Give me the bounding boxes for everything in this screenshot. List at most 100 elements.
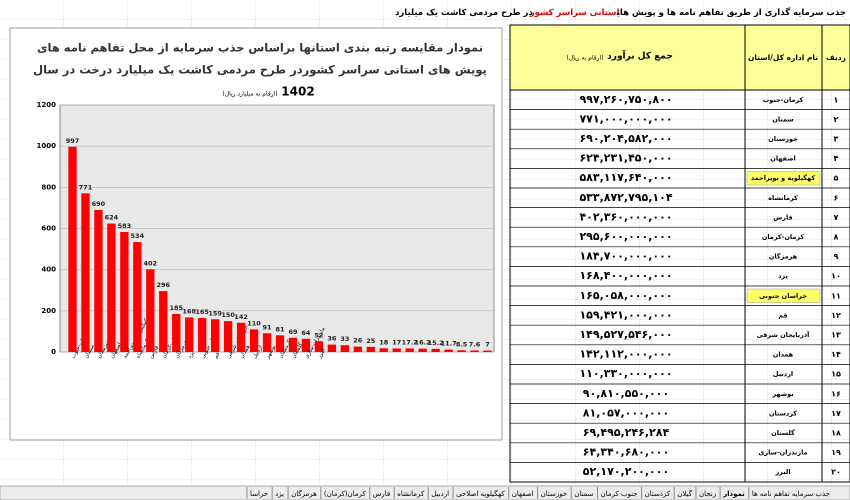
- data-label: 7.6: [469, 340, 481, 348]
- province-name: کهگیلویه و بویراحمد: [751, 174, 815, 182]
- column-header: ردیف: [826, 53, 846, 62]
- estimate-value: ۵۳۳,۸۷۲,۷۹۵,۱۰۴: [579, 191, 672, 204]
- row-index: ۱۵: [831, 370, 841, 379]
- data-label: 402: [144, 259, 158, 267]
- sheet-tab[interactable]: هرمزگان: [291, 489, 317, 498]
- bar: [211, 319, 220, 352]
- sheet-tab[interactable]: یزد: [275, 490, 284, 498]
- bar: [353, 346, 362, 352]
- column-header: نام اداره کل/استان: [748, 53, 818, 62]
- sheet-tab[interactable]: نمودار: [722, 490, 745, 498]
- bar: [431, 348, 440, 352]
- bar: [483, 350, 492, 352]
- column-header: (ارقام به ریال): [566, 55, 603, 62]
- estimate-value: ۲۹۵,۶۰۰,۰۰۰,۰۰۰: [579, 230, 672, 243]
- data-label: 8.5: [456, 340, 468, 348]
- data-label: 33: [340, 335, 349, 343]
- estimate-value: ۱۱۰,۳۳۰,۰۰۰,۰۰۰: [579, 367, 672, 380]
- sheet-tab[interactable]: خوزستان: [541, 490, 568, 498]
- data-label: 15.2: [428, 339, 444, 347]
- bar: [120, 231, 129, 352]
- sheet-tab[interactable]: کردستان: [645, 490, 671, 498]
- row-index: ۳: [834, 135, 839, 144]
- sheet-tab[interactable]: اصفهان: [512, 490, 534, 498]
- province-name: البرز: [774, 468, 790, 476]
- estimate-value: ۱۶۸,۴۰۰,۰۰۰,۰۰۰: [579, 269, 672, 282]
- province-name: همدان: [773, 351, 794, 359]
- row-index: ۱۸: [831, 429, 841, 438]
- data-label: 25: [366, 337, 376, 345]
- bar: [223, 321, 233, 352]
- province-name: آذربایجان شرقی: [757, 330, 811, 339]
- data-label: 159: [208, 309, 222, 317]
- data-label: 17.2: [402, 338, 418, 346]
- row-index: ۱: [834, 95, 839, 104]
- data-label: 771: [79, 183, 93, 191]
- bar: [327, 344, 337, 352]
- province-name: سمنان: [772, 115, 793, 123]
- row-index: ۱۱: [831, 291, 841, 300]
- x-tick-label: البرز: [316, 347, 327, 360]
- bar: [392, 348, 401, 352]
- estimate-value: ۵۸۳,۱۱۷,۶۴۰,۰۰۰: [579, 171, 672, 184]
- bar: [107, 223, 116, 352]
- sheet-tab[interactable]: جنوب کرمان: [601, 490, 638, 498]
- highlight-cell: [746, 171, 821, 186]
- province-name: فارس: [773, 213, 792, 221]
- x-tick-label: یزد: [187, 350, 196, 359]
- data-label: 7: [485, 341, 490, 349]
- data-label: 142: [234, 313, 248, 321]
- bar: [379, 348, 388, 352]
- sheet-tab[interactable]: فارس: [373, 490, 390, 498]
- province-name: اردبیل: [773, 370, 793, 378]
- data-label: 534: [131, 232, 145, 240]
- row-index: ۱۴: [831, 350, 841, 359]
- sheet-tab[interactable]: جذب سرمایه تفاهم نامه ها: [752, 490, 830, 498]
- bar: [133, 242, 142, 352]
- sheet-tab[interactable]: کرمان(کرمان): [324, 490, 367, 498]
- row-index: ۱۰: [831, 272, 841, 281]
- bar: [159, 291, 168, 352]
- bar: [275, 335, 285, 352]
- sheet-tab[interactable]: خراسا: [250, 490, 268, 498]
- row-index: ۱۹: [831, 448, 841, 457]
- data-label: 17: [392, 339, 401, 347]
- data-label: 36: [327, 335, 337, 343]
- data-label: 52: [314, 331, 323, 339]
- bar: [198, 318, 207, 352]
- sheet-tab[interactable]: گیلان: [677, 489, 692, 498]
- estimate-value: ۹۰,۸۱۰,۵۵۰,۰۰۰: [583, 387, 669, 400]
- title-part: جذب سرمایه گذاری از طریق تفاهم نامه ها و…: [616, 7, 846, 18]
- sheet-tab[interactable]: کهگیلویه اصلاحی: [456, 489, 505, 498]
- data-label: 150: [221, 311, 235, 319]
- y-tick-label: 400: [41, 266, 56, 274]
- row-index: ۲: [834, 115, 839, 124]
- row-index: ۵: [834, 174, 839, 183]
- title-part: در طرح مردمی کاشت یک میلیارد: [395, 8, 533, 18]
- estimate-value: ۸۱,۰۵۷,۰۰۰,۰۰۰: [583, 406, 669, 419]
- y-tick-label: 1200: [37, 101, 57, 109]
- sheet-tab[interactable]: کرمانشاه: [397, 490, 425, 498]
- estimate-value: ۶۹,۴۹۵,۲۴۶,۲۸۴: [583, 426, 670, 439]
- data-label: 690: [92, 200, 106, 208]
- chart-year: 1402: [281, 85, 314, 99]
- y-tick-label: 0: [51, 348, 56, 356]
- data-label: 997: [66, 137, 80, 145]
- sheet-tab[interactable]: اردبیل: [431, 490, 449, 498]
- estimate-value: ۵۲,۱۷۰,۲۰۰,۰۰۰: [583, 465, 669, 478]
- data-label: 64: [301, 329, 311, 337]
- column-header: جمع کل برآورد: [607, 50, 673, 62]
- province-name: مازندران-ساری: [758, 449, 807, 457]
- data-label: 11.7: [441, 340, 457, 348]
- row-index: ۷: [834, 213, 839, 222]
- data-label: 81: [275, 325, 285, 333]
- bar: [301, 338, 311, 352]
- sheet-tab[interactable]: سمنان: [574, 490, 593, 498]
- sheet-tab[interactable]: زنجان: [699, 490, 716, 498]
- row-index: ۲۰: [831, 468, 841, 477]
- estimate-value: ۷۷۱,۰۰۰,۰۰۰,۰۰۰: [579, 112, 672, 125]
- estimate-value: ۴۰۲,۳۶۰,۰۰۰,۰۰۰: [579, 210, 672, 223]
- row-index: ۹: [834, 252, 839, 261]
- row-index: ۴: [834, 154, 839, 163]
